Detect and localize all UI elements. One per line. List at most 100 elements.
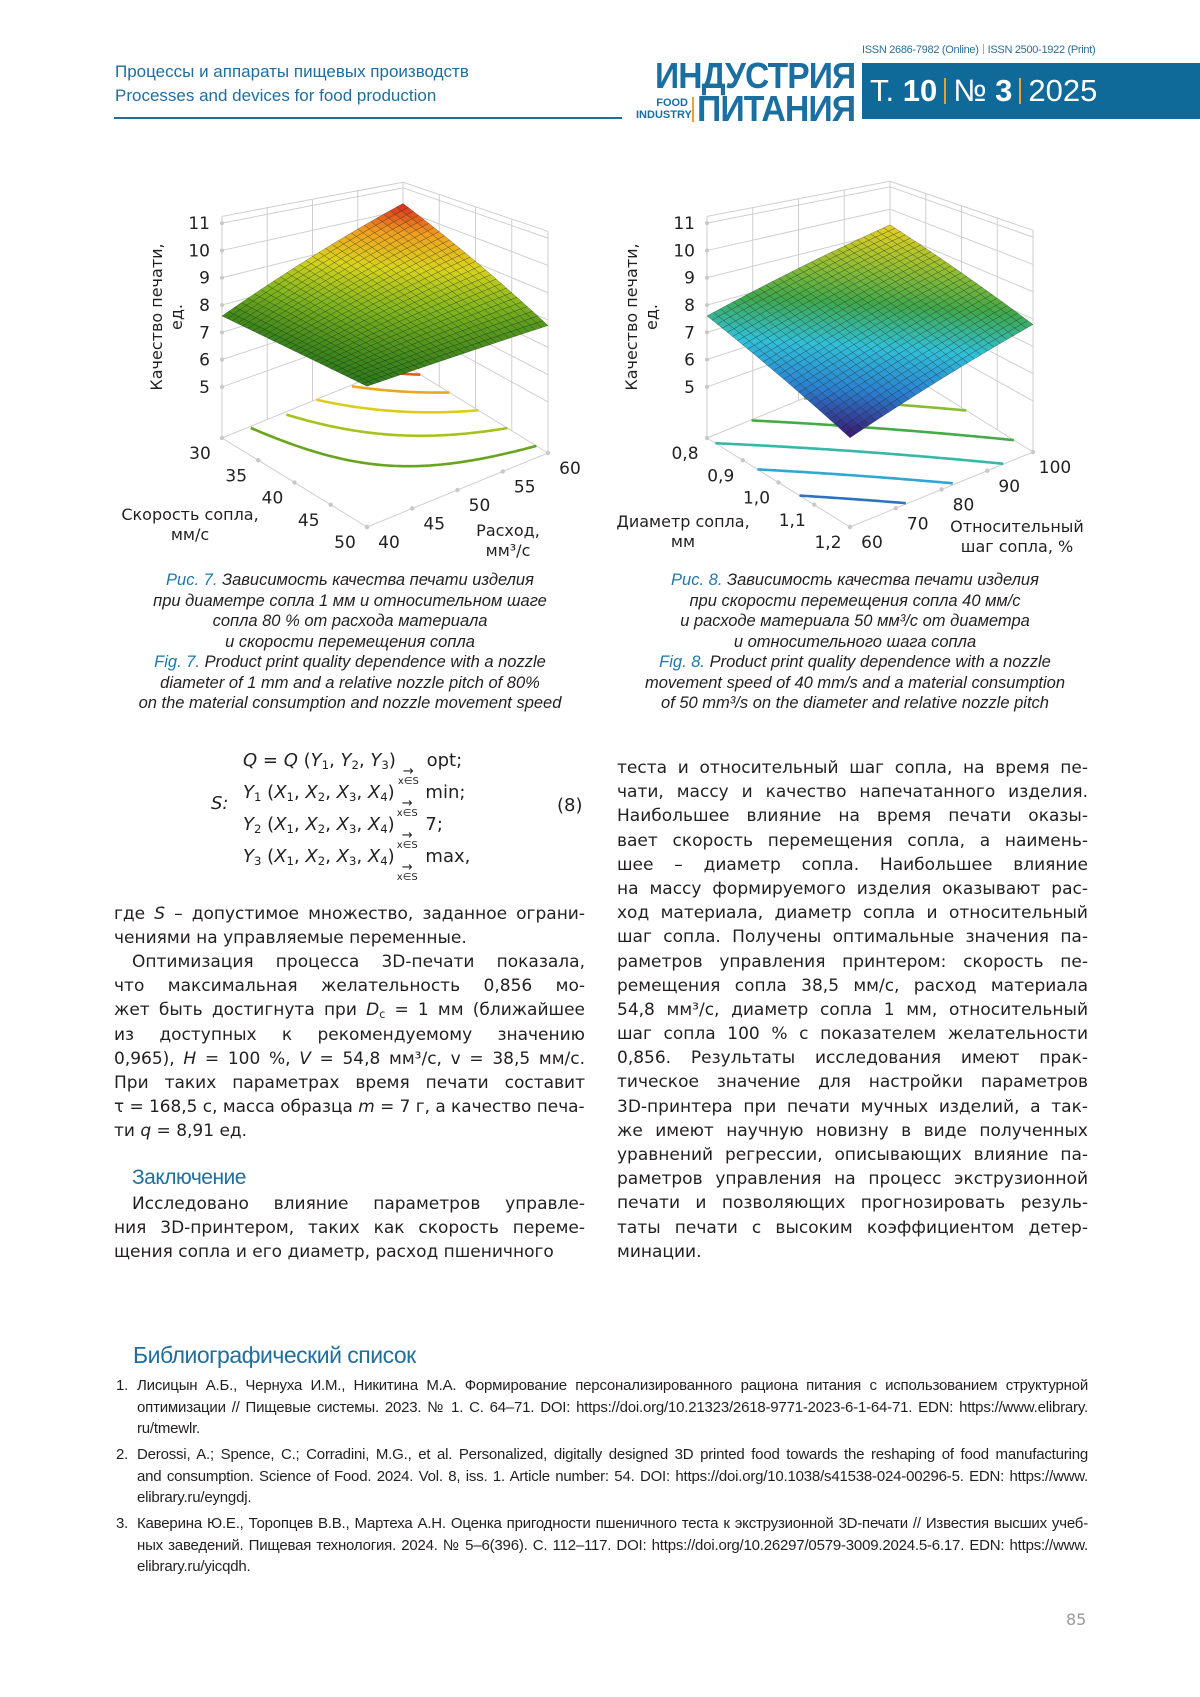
text-line: ремещения сопла 38,5 мм/с, расход матери… xyxy=(617,975,1088,996)
text-line: при диаметре сопла 1 мм и относительном … xyxy=(153,591,547,610)
text-run: , xyxy=(325,782,337,803)
z-tick-label: 7 xyxy=(199,323,210,343)
text-run: Product print quality dependence with a … xyxy=(705,653,1051,671)
math-variable: Q xyxy=(283,750,298,771)
math-variable: D xyxy=(366,1000,380,1021)
z-tick-label: 10 xyxy=(673,241,695,261)
text-run: Зависимость качества печати изделия xyxy=(217,571,534,589)
math-variable: V xyxy=(299,1048,311,1069)
text-line: Fig. 7. Product print quality dependence… xyxy=(115,652,585,673)
math-variable: X xyxy=(336,846,349,867)
text-run: τ = 168,5 с, масса образца xyxy=(114,1097,359,1118)
x-tick xyxy=(776,480,781,485)
math-variable: Y xyxy=(370,750,382,771)
text-line: Каверина Ю.Е., Торопцев В.В., Мартеха А.… xyxy=(137,1515,1088,1532)
text-line: and consumption. Science of Food. 2024. … xyxy=(137,1467,1088,1485)
contour-line xyxy=(751,419,1015,442)
text-run: = 1 мм (ближайшее xyxy=(385,1000,585,1021)
text-line: Fig. 8. Product print quality dependence… xyxy=(620,652,1090,673)
text-run: ) xyxy=(387,814,395,835)
reference-number: 3. xyxy=(116,1515,129,1532)
text-run: 7; xyxy=(419,814,443,835)
text-line: При таких параметрах время печати состав… xyxy=(114,1072,585,1093)
text-line: щения сопла и его диаметр, расход пшенич… xyxy=(114,1242,554,1263)
text-line: и относительного шага сопла xyxy=(733,632,977,651)
math-subscript: 4 xyxy=(380,853,388,868)
z-tick-label: 8 xyxy=(684,296,695,316)
reference-text: Каверина Ю.Е., Торопцев В.В., Мартеха А.… xyxy=(137,1513,1088,1578)
figure-7-caption: Рис. 7. Зависимость качества печати изде… xyxy=(115,570,585,714)
x-tick-label: 30 xyxy=(189,444,211,464)
math-subscript: c xyxy=(379,1008,386,1022)
x-tick-label: 0,8 xyxy=(671,444,698,464)
logo-line2: ПИТАНИЯ xyxy=(697,88,856,129)
text-line: тическое значение для настройки параметр… xyxy=(617,1072,1088,1093)
text-line: ния 3D-принтером, таких как скорость пер… xyxy=(114,1218,585,1239)
math-variable: m xyxy=(358,1097,375,1118)
issn-online: ISSN 2686-7982 (Online) xyxy=(862,44,979,56)
text-line: ти q = 8,91 ед. xyxy=(114,1119,585,1143)
text-line: 3D-принтера при печати мучных изделий, а… xyxy=(617,1096,1088,1117)
issn-separator xyxy=(982,44,984,54)
math-subscript: 2 xyxy=(317,789,326,804)
issue-year: 2025 xyxy=(1028,73,1098,108)
z-tick-label: 5 xyxy=(684,378,695,398)
issue-prefix: № xyxy=(953,73,987,108)
figure-label: Рис. 8. xyxy=(671,571,723,589)
contour-line xyxy=(351,385,450,394)
text-line: чати, массу и качество напечатанного изд… xyxy=(617,782,1088,803)
arrow-subscript: x∈S xyxy=(396,872,418,883)
fig7-y-axis-title: Расход, мм³/с xyxy=(448,521,568,561)
section-title-en: Processes and devices for food productio… xyxy=(115,86,437,105)
text-line: Y2 (X1, X2, X3, X4) → x∈S 7; xyxy=(243,809,543,851)
reference-number: 1. xyxy=(116,1377,129,1394)
text-line: раметров управления принтером: скорость … xyxy=(617,951,1088,972)
axis-title-line: мм³/с xyxy=(485,541,531,560)
x-tick-label: 1,0 xyxy=(743,489,770,509)
text-run: opt; xyxy=(420,750,463,771)
text-line: уравнений регрессии, описывающих влияние… xyxy=(617,1145,1088,1165)
text-line: Оптимизация процесса 3D-печати показала, xyxy=(132,952,585,972)
axis-title-line: мм/с xyxy=(170,525,210,544)
text-run: , xyxy=(329,750,341,771)
z-tick-label: 7 xyxy=(684,323,695,343)
y-tick-label: 80 xyxy=(953,496,975,516)
paragraph: Оптимизация процесса 3D-печати показала,… xyxy=(114,950,585,1144)
math-variable: X xyxy=(336,814,349,835)
text-run: ( xyxy=(261,814,275,835)
reference-text: Derossi, A.; Spence, C.; Corradini, M.G.… xyxy=(137,1444,1088,1509)
reference-text: Лисицын А.Б., Чернуха И.М., Никитина М.А… xyxy=(137,1375,1088,1440)
z-tick-label: 11 xyxy=(673,214,695,234)
math-subscript: 3 xyxy=(349,789,357,804)
text-line: τ = 168,5 с, масса образца m = 7 г, а ка… xyxy=(114,1095,585,1119)
formula-number: (8) xyxy=(557,795,583,816)
text-line: on the material consumption and nozzle m… xyxy=(138,694,562,712)
text-run: ) xyxy=(387,846,395,867)
text-run: = 7 г, а качество печа- xyxy=(374,1097,585,1118)
math-variable: Y xyxy=(243,814,254,835)
z-tick xyxy=(705,357,709,362)
z-tick-label: 9 xyxy=(199,269,210,289)
z-tick-label: 9 xyxy=(684,269,695,289)
limit-arrow: → x∈S xyxy=(397,829,418,851)
paragraph: теста и относительный шаг сопла, на врем… xyxy=(617,756,1088,1264)
math-variable: Y xyxy=(340,750,352,771)
axis-title-line: Скорость сопла, xyxy=(121,505,259,524)
z-tick xyxy=(705,221,709,226)
conclusion-heading: Заключение xyxy=(132,1166,246,1189)
logo-small-industry: INDUSTRY xyxy=(636,109,692,121)
math-variable: X xyxy=(305,782,318,803)
text-run: – допустимое множество, заданное ограни- xyxy=(165,904,585,924)
z-tick xyxy=(705,303,709,308)
math-subscript: 2 xyxy=(351,757,359,772)
math-subscript: 1 xyxy=(286,821,294,836)
text-run: = xyxy=(257,750,284,771)
text-run: где xyxy=(114,904,155,924)
text-run: = 54,8 мм³/с, v = 38,5 мм/с. xyxy=(310,1048,586,1069)
text-run: ) xyxy=(387,782,395,803)
surface-cell xyxy=(844,428,857,439)
text-line: оптимизации // Пищевые системы. 2023. № … xyxy=(137,1398,1088,1416)
y-tick xyxy=(455,487,460,493)
text-line: печати и позволяющих прогнозировать резу… xyxy=(617,1193,1088,1214)
text-line: теста и относительный шаг сопла, на врем… xyxy=(617,758,1088,778)
